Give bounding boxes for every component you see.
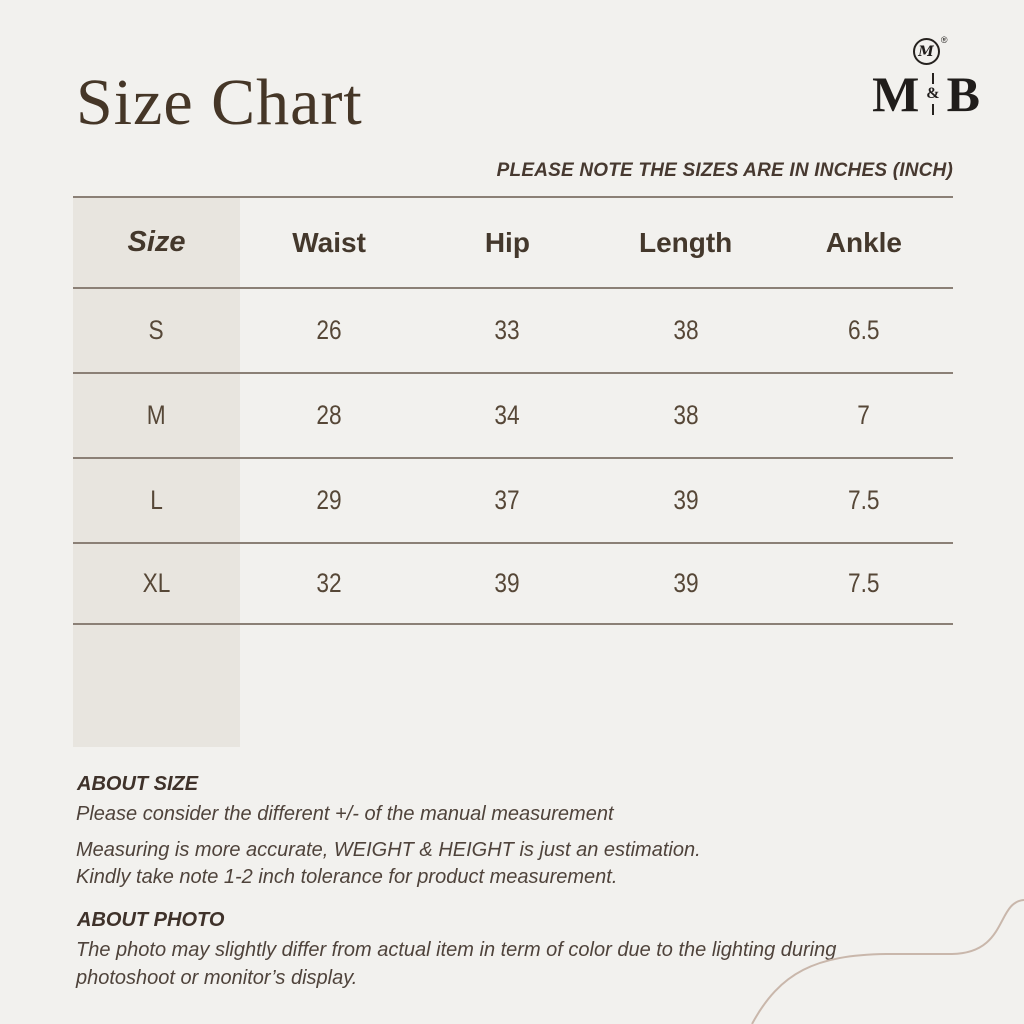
cell-length: 38 <box>672 315 699 345</box>
cell-size: M <box>147 400 166 430</box>
about-size-line-2: Measuring is more accurate, WEIGHT & HEI… <box>76 839 701 861</box>
size-chart-table: Size Waist Hip Length Ankle S 26 33 38 6… <box>73 196 953 747</box>
cell-hip: 33 <box>494 315 520 345</box>
cell-length: 39 <box>672 485 699 515</box>
cell-hip: 37 <box>494 485 520 515</box>
wordmark-letter-m: M <box>872 66 920 122</box>
table-header-row: Size Waist Hip Length Ankle <box>73 198 953 287</box>
cell-size: S <box>148 315 165 345</box>
about-photo-line-2: photoshoot or monitor’s display. <box>76 967 358 989</box>
cell-ankle: 6.5 <box>848 315 880 345</box>
cell-waist: 28 <box>316 400 342 430</box>
table-divider <box>73 542 953 544</box>
cell-ankle: 7.5 <box>848 485 880 515</box>
page-title: Size Chart <box>76 66 363 139</box>
dash-top <box>931 73 934 84</box>
cell-ankle: 7.5 <box>848 568 880 598</box>
brand-logo: M ® M & B <box>872 36 980 120</box>
table-divider <box>73 287 953 289</box>
cell-waist: 26 <box>316 315 342 345</box>
header-size: Size <box>127 226 186 258</box>
about-photo-heading: ABOUT PHOTO <box>77 909 225 931</box>
table-row-xl: XL 32 39 39 7.5 <box>73 544 953 623</box>
table-divider <box>73 372 953 374</box>
table-row-m: M 28 34 38 7 <box>73 374 953 457</box>
cell-length: 38 <box>672 400 699 430</box>
cell-hip: 34 <box>494 400 520 430</box>
brand-wordmark: M & B <box>872 69 980 119</box>
table-divider <box>73 196 953 198</box>
units-note: PLEASE NOTE THE SIZES ARE IN INCHES (INC… <box>496 160 953 181</box>
brand-monogram-icon: M ® <box>912 36 948 65</box>
wordmark-divider: & <box>926 73 940 115</box>
header-waist: Waist <box>292 226 366 258</box>
cell-length: 39 <box>672 568 699 598</box>
about-photo-line-1: The photo may slightly differ from actua… <box>76 939 837 961</box>
cell-waist: 29 <box>316 485 342 515</box>
header-ankle: Ankle <box>825 226 902 258</box>
table-divider <box>73 623 953 625</box>
about-size-line-3: Kindly take note 1-2 inch tolerance for … <box>76 866 618 888</box>
table-divider <box>73 457 953 459</box>
header-length: Length <box>638 226 733 258</box>
table-row-l: L 29 37 39 7.5 <box>73 459 953 542</box>
registered-trademark-icon: ® <box>940 35 948 45</box>
cell-waist: 32 <box>316 568 342 598</box>
cell-hip: 39 <box>494 568 520 598</box>
about-size-heading: ABOUT SIZE <box>77 773 199 795</box>
cell-size: XL <box>142 568 171 598</box>
about-size-line-1: Please consider the different +/- of the… <box>76 803 614 825</box>
wordmark-ampersand: & <box>926 85 940 102</box>
table-row-s: S 26 33 38 6.5 <box>73 289 953 372</box>
header-hip: Hip <box>484 226 530 258</box>
dash-bottom <box>931 104 934 115</box>
cell-ankle: 7 <box>857 400 871 430</box>
monogram-letter: M <box>918 43 934 60</box>
wordmark-letter-b: B <box>946 66 980 122</box>
cell-size: L <box>150 485 163 515</box>
